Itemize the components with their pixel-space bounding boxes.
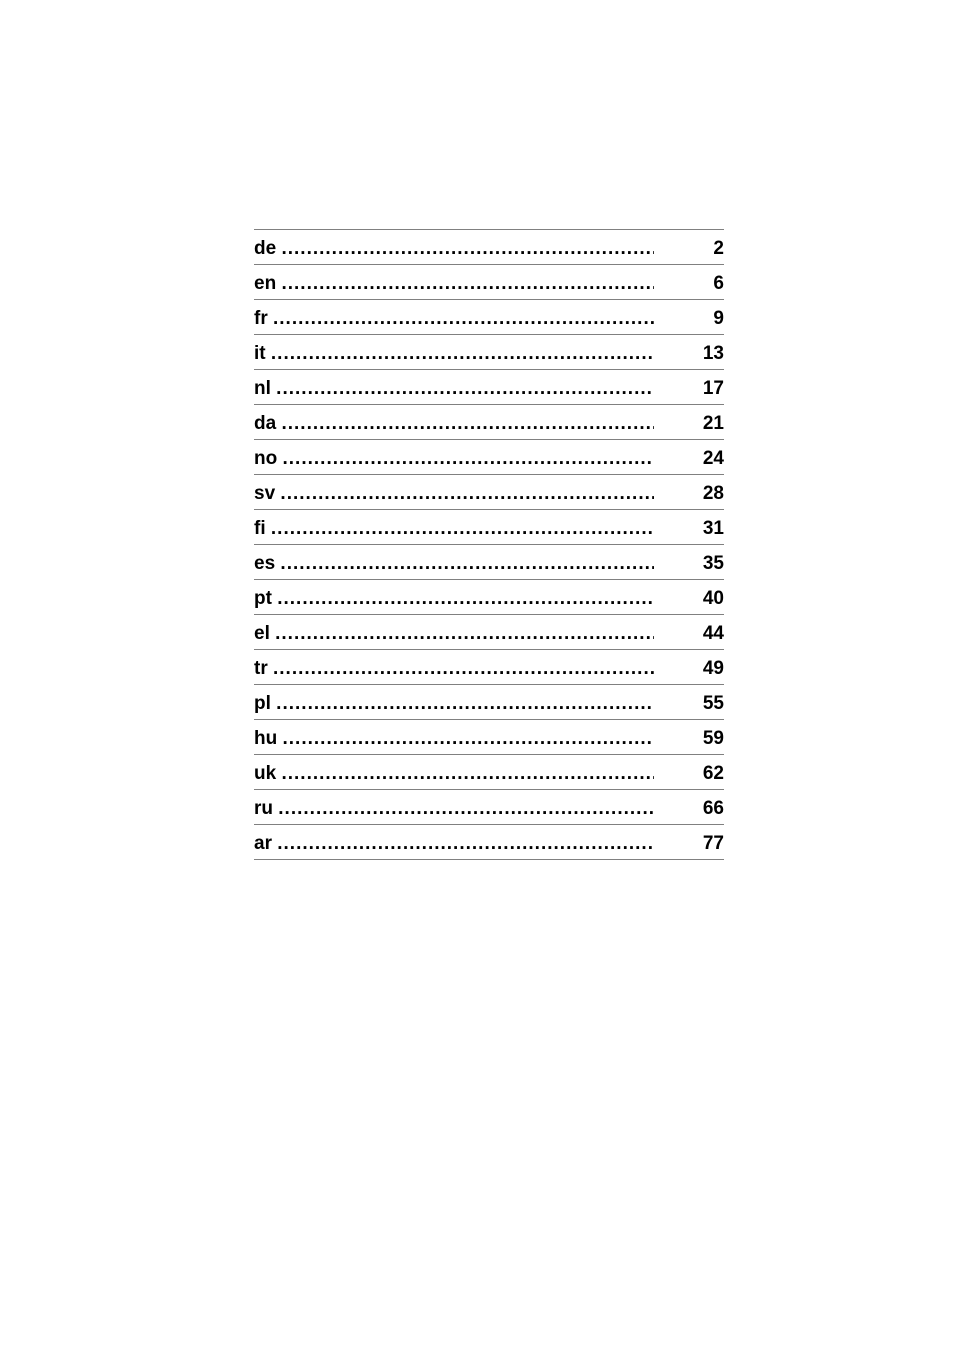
toc-leader: ........................................… [276, 693, 654, 715]
toc-page-number: 24 [654, 448, 724, 470]
toc-label-cell: fr .....................................… [254, 308, 654, 330]
toc-row: fi .....................................… [254, 509, 724, 545]
toc-page-number: 62 [654, 763, 724, 785]
toc-row: uk .....................................… [254, 754, 724, 790]
toc-page-number: 17 [654, 378, 724, 400]
toc-row: nl .....................................… [254, 369, 724, 405]
toc-label: uk [254, 763, 281, 785]
toc-row: ru .....................................… [254, 789, 724, 825]
toc-page-number: 59 [654, 728, 724, 750]
toc-label: fr [254, 308, 273, 330]
toc-leader: ........................................… [273, 308, 654, 330]
toc-label-cell: ru .....................................… [254, 798, 654, 820]
toc-label: nl [254, 378, 276, 400]
toc-page-number: 40 [654, 588, 724, 610]
toc-label: ru [254, 798, 278, 820]
toc-label-cell: pl .....................................… [254, 693, 654, 715]
toc-page-number: 28 [654, 483, 724, 505]
toc-label: ar [254, 833, 277, 855]
toc-label: en [254, 273, 281, 295]
toc-page-number: 49 [654, 658, 724, 680]
toc-row: pl .....................................… [254, 684, 724, 720]
toc-label-cell: uk .....................................… [254, 763, 654, 785]
toc-row: sv .....................................… [254, 474, 724, 510]
toc-leader: ........................................… [276, 378, 654, 400]
toc-row: pt .....................................… [254, 579, 724, 615]
toc-label-cell: nl .....................................… [254, 378, 654, 400]
toc-page-number: 77 [654, 833, 724, 855]
toc-leader: ........................................… [271, 343, 654, 365]
table-of-contents: de .....................................… [254, 230, 724, 860]
toc-label: da [254, 413, 281, 435]
toc-label: no [254, 448, 283, 470]
toc-label: pt [254, 588, 277, 610]
toc-leader: ........................................… [280, 553, 654, 575]
toc-leader: ........................................… [275, 623, 654, 645]
toc-leader: ........................................… [273, 658, 654, 680]
toc-page-number: 9 [654, 308, 724, 330]
toc-label-cell: da .....................................… [254, 413, 654, 435]
toc-leader: ........................................… [281, 413, 654, 435]
toc-page-number: 31 [654, 518, 724, 540]
toc-page-number: 21 [654, 413, 724, 435]
toc-page-number: 55 [654, 693, 724, 715]
toc-leader: ........................................… [271, 518, 654, 540]
toc-label-cell: en .....................................… [254, 273, 654, 295]
toc-page-number: 13 [654, 343, 724, 365]
toc-label: pl [254, 693, 276, 715]
toc-page-number: 35 [654, 553, 724, 575]
toc-row: hu .....................................… [254, 719, 724, 755]
toc-row: el .....................................… [254, 614, 724, 650]
toc-row: it .....................................… [254, 334, 724, 370]
toc-page-number: 6 [654, 273, 724, 295]
toc-leader: ........................................… [281, 238, 654, 260]
toc-row: fr .....................................… [254, 299, 724, 335]
toc-leader: ........................................… [277, 588, 654, 610]
toc-label-cell: es .....................................… [254, 553, 654, 575]
toc-label: sv [254, 483, 280, 505]
toc-label: hu [254, 728, 283, 750]
toc-label-cell: el .....................................… [254, 623, 654, 645]
toc-leader: ........................................… [278, 798, 654, 820]
toc-label: el [254, 623, 275, 645]
toc-row: da .....................................… [254, 404, 724, 440]
toc-label-cell: sv .....................................… [254, 483, 654, 505]
toc-label-cell: it .....................................… [254, 343, 654, 365]
toc-row: de .....................................… [254, 229, 724, 265]
toc-leader: ........................................… [281, 273, 654, 295]
toc-leader: ........................................… [277, 833, 654, 855]
toc-row: no .....................................… [254, 439, 724, 475]
toc-label-cell: tr .....................................… [254, 658, 654, 680]
toc-row: en .....................................… [254, 264, 724, 300]
toc-label-cell: pt .....................................… [254, 588, 654, 610]
toc-leader: ........................................… [281, 763, 654, 785]
toc-label-cell: hu .....................................… [254, 728, 654, 750]
toc-leader: ........................................… [283, 728, 655, 750]
toc-label: it [254, 343, 271, 365]
toc-page-number: 2 [654, 238, 724, 260]
toc-label: de [254, 238, 281, 260]
toc-label-cell: fi .....................................… [254, 518, 654, 540]
toc-row: es .....................................… [254, 544, 724, 580]
toc-label-cell: ar .....................................… [254, 833, 654, 855]
toc-label: tr [254, 658, 273, 680]
toc-label-cell: de .....................................… [254, 238, 654, 260]
toc-row: ar .....................................… [254, 824, 724, 860]
toc-page-number: 44 [654, 623, 724, 645]
toc-page-number: 66 [654, 798, 724, 820]
toc-leader: ........................................… [280, 483, 654, 505]
toc-label-cell: no .....................................… [254, 448, 654, 470]
toc-leader: ........................................… [283, 448, 655, 470]
toc-label: es [254, 553, 280, 575]
toc-label: fi [254, 518, 271, 540]
toc-row: tr .....................................… [254, 649, 724, 685]
